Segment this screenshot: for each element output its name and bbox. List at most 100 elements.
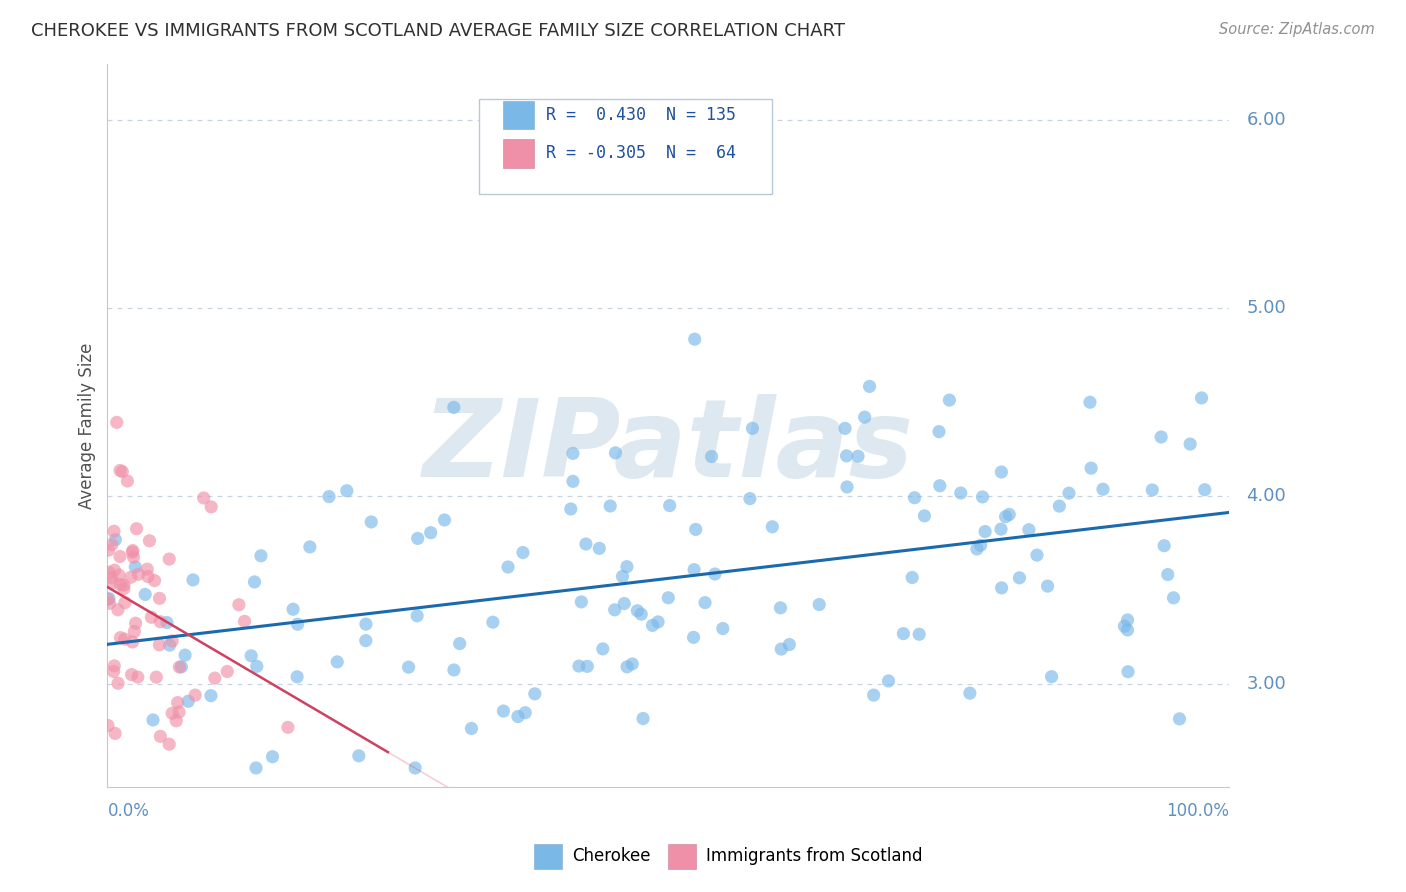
Point [512,545,534,559]
Point [1040,670,1063,684]
Point [112,578,135,592]
Point [605,446,627,460]
Text: 5.00: 5.00 [1246,299,1286,317]
Point [575,537,598,551]
Y-axis label: Average Family Size: Average Family Size [79,343,96,508]
Point [107,676,129,690]
Text: 4.00: 4.00 [1246,487,1286,505]
Point [1116,665,1139,679]
Point [156,615,179,630]
Point [277,720,299,734]
Point [990,465,1012,479]
Point [1036,579,1059,593]
Point [998,508,1021,522]
Point [858,379,880,393]
Point [98,591,121,606]
Point [853,410,876,425]
Point [117,474,139,488]
Text: 0.0%: 0.0% [107,802,149,820]
Point [588,541,610,556]
Point [233,615,256,629]
Point [492,704,515,718]
Point [630,607,652,622]
Point [121,545,143,559]
Point [165,714,187,728]
Point [808,598,831,612]
Point [770,642,793,657]
Point [616,559,638,574]
Point [404,761,426,775]
Point [1116,623,1139,637]
Point [443,663,465,677]
Point [1018,523,1040,537]
Point [141,610,163,624]
Point [240,648,263,663]
Point [949,486,972,500]
Point [994,509,1017,524]
Point [969,538,991,552]
Point [103,658,125,673]
Point [778,638,800,652]
Point [149,615,172,629]
Point [912,508,935,523]
Point [449,637,471,651]
Point [657,591,679,605]
Point [560,502,582,516]
Point [124,616,146,631]
Point [406,532,429,546]
Point [398,660,420,674]
Point [990,522,1012,536]
Point [127,567,149,582]
Point [1026,548,1049,562]
Point [834,421,856,435]
Point [1194,483,1216,497]
Point [124,560,146,574]
Point [613,597,636,611]
Point [1157,567,1180,582]
Point [142,713,165,727]
Point [482,615,505,630]
Point [285,670,308,684]
Text: R = -0.305  N =  64: R = -0.305 N = 64 [546,145,735,162]
Point [703,566,725,581]
Point [112,582,135,596]
Point [1008,571,1031,585]
Text: ZIPatlas: ZIPatlas [423,394,914,500]
Point [616,660,638,674]
Point [200,500,222,514]
Point [647,615,669,629]
Point [1080,461,1102,475]
Text: Cherokee: Cherokee [572,847,651,865]
Point [157,737,180,751]
Point [1078,395,1101,409]
Point [569,595,592,609]
Text: CHEROKEE VS IMMIGRANTS FROM SCOTLAND AVERAGE FAMILY SIZE CORRELATION CHART: CHEROKEE VS IMMIGRANTS FROM SCOTLAND AVE… [31,22,845,40]
Point [908,627,931,641]
Point [98,596,121,610]
Point [599,499,621,513]
Point [1091,482,1114,496]
Point [419,525,441,540]
Text: 6.00: 6.00 [1246,112,1286,129]
Point [354,617,377,632]
Point [990,581,1012,595]
Point [612,569,634,583]
Point [693,596,716,610]
Point [246,659,269,673]
Point [281,602,304,616]
Point [184,688,207,702]
Point [769,600,792,615]
Point [523,687,546,701]
Point [287,617,309,632]
Point [928,479,950,493]
Point [406,608,429,623]
Point [101,538,124,552]
Point [108,549,131,564]
Text: 100.0%: 100.0% [1167,802,1229,820]
Point [683,332,706,346]
Point [1047,499,1070,513]
Point [200,689,222,703]
Point [938,393,960,408]
Point [1150,430,1173,444]
Point [711,622,734,636]
